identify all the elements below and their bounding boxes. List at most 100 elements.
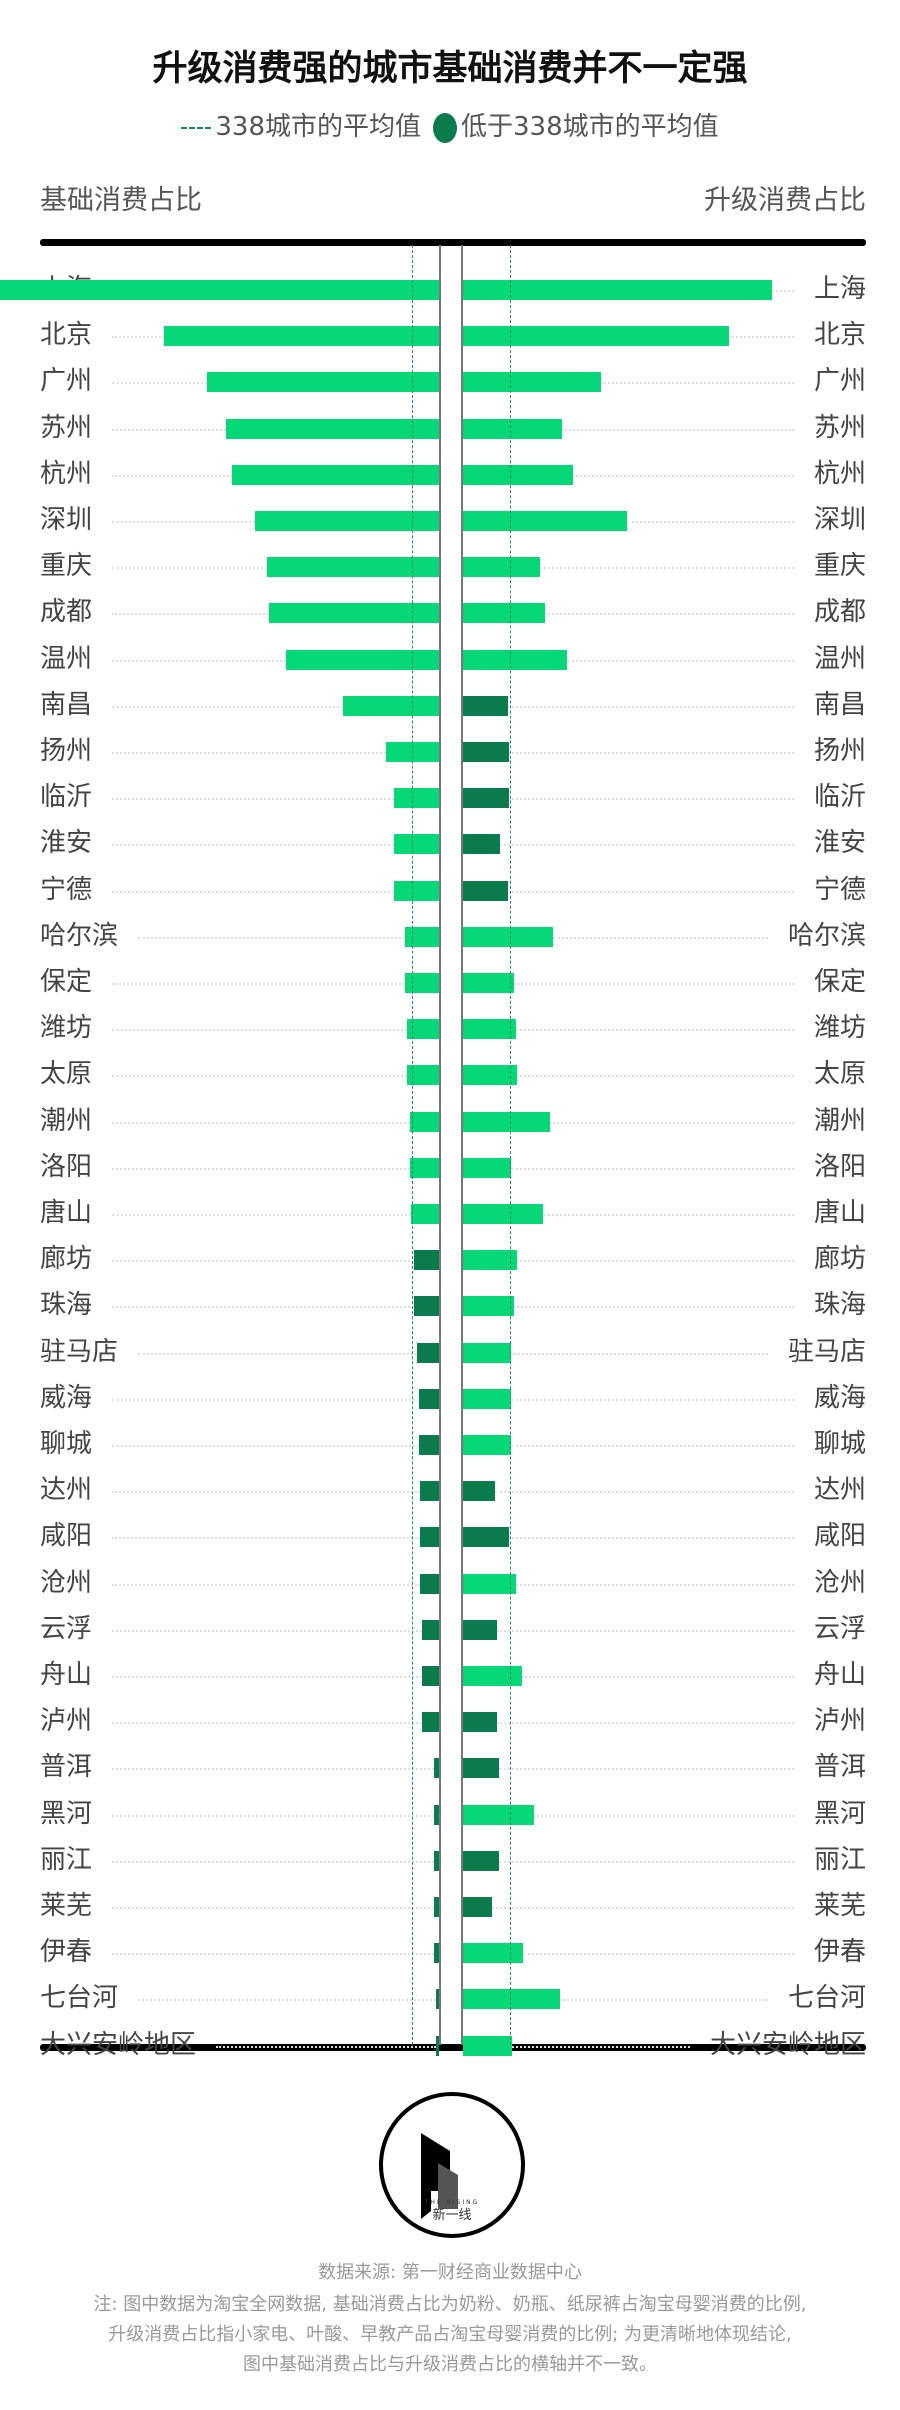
bar-upgrade <box>463 1619 497 1640</box>
bar-basic <box>406 1019 439 1040</box>
leader-right <box>626 521 794 523</box>
leader-right <box>507 890 794 893</box>
leader-left <box>112 1398 419 1401</box>
city-label-left: 七台河 <box>40 1983 119 2014</box>
note-line-3: 图中基础消费占比与升级消费占比的横轴并不一致。 <box>243 2354 657 2375</box>
leader-right <box>509 1537 794 1540</box>
leader-right <box>509 798 794 801</box>
bar-basic <box>421 1712 439 1733</box>
bottom-rule <box>40 2044 866 2051</box>
bar-upgrade <box>463 2035 513 2056</box>
city-label-right: 重庆 <box>813 551 866 582</box>
city-label-left: 温州 <box>40 643 93 674</box>
bar-basic <box>404 926 439 947</box>
bar-basic <box>394 880 439 901</box>
bar-upgrade <box>463 1296 515 1317</box>
city-label-left: 云浮 <box>40 1613 93 1644</box>
city-label-right: 北京 <box>813 320 866 351</box>
bar-upgrade <box>463 1342 511 1363</box>
city-label-right: 驻马店 <box>787 1336 866 1367</box>
bar-upgrade <box>463 973 515 993</box>
leader-right <box>561 428 794 431</box>
top-rule <box>40 239 866 246</box>
leader-right <box>492 1907 794 1909</box>
leader-right <box>728 336 794 339</box>
data-source: 数据来源: 第一财经商业数据中心 <box>318 2262 582 2283</box>
right-axis-line <box>461 245 463 2045</box>
left-axis-line <box>439 245 441 2045</box>
leader-right <box>495 1491 794 1494</box>
right-axis-label: 升级消费占比 <box>704 185 866 216</box>
leader-right <box>515 1029 794 1032</box>
leader-left <box>112 1860 435 1863</box>
city-label-left: 潍坊 <box>40 1013 93 1044</box>
leader-left <box>112 1537 421 1540</box>
leader-right <box>512 2045 690 2048</box>
legend-below-average: 低于338城市的平均值 <box>461 112 719 142</box>
bar-basic <box>207 372 439 393</box>
city-label-left: 苏州 <box>40 412 93 443</box>
leader-left <box>112 1121 410 1124</box>
city-label-left: 北京 <box>40 320 93 351</box>
leader-left <box>112 1260 415 1263</box>
city-label-right: 洛阳 <box>813 1151 866 1182</box>
upgrade-average-line <box>509 245 511 2045</box>
bar-basic <box>420 1573 439 1594</box>
bar-basic <box>434 1943 439 1964</box>
city-label-right: 莱芜 <box>813 1891 866 1921</box>
leader-left <box>112 1075 407 1078</box>
city-label-left: 大兴安岭地区 <box>40 2029 197 2060</box>
bar-basic <box>285 649 439 670</box>
bar-upgrade <box>463 1065 518 1086</box>
legend: 338城市的平均值 低于338城市的平均值 <box>0 106 900 143</box>
leader-left <box>112 1768 435 1771</box>
bar-basic <box>163 326 439 347</box>
leader-left <box>112 752 387 754</box>
city-label-left: 洛阳 <box>40 1151 93 1182</box>
note-line-2: 升级消费占比指小家电、叶酸、早教产品占淘宝母婴消费的比例; 为更清晰地体现结论, <box>108 2324 792 2345</box>
bar-basic <box>418 1388 439 1409</box>
city-label-left: 哈尔滨 <box>40 920 119 951</box>
leader-left <box>112 1445 419 1447</box>
leader-right <box>540 567 794 570</box>
bar-upgrade <box>463 1250 518 1271</box>
city-label-left: 沧州 <box>40 1567 93 1598</box>
leader-left <box>112 474 232 477</box>
bar-upgrade <box>463 1157 511 1178</box>
leader-left <box>112 1583 421 1586</box>
leader-right <box>510 1167 794 1170</box>
bar-upgrade <box>463 788 510 809</box>
city-label-right: 潮州 <box>813 1105 866 1136</box>
city-label-left: 成都 <box>40 597 93 628</box>
city-label-right: 伊春 <box>813 1937 866 1968</box>
leader-right <box>772 290 794 292</box>
leader-left <box>112 382 208 385</box>
leader-left <box>112 890 395 893</box>
city-label-left: 泸州 <box>40 1706 93 1737</box>
city-label-right: 南昌 <box>813 689 866 720</box>
leader-right <box>523 1953 794 1956</box>
city-label-left: 临沂 <box>40 782 93 813</box>
leader-left <box>112 1814 435 1817</box>
bar-upgrade <box>463 1435 511 1455</box>
bar-upgrade <box>463 280 773 300</box>
bar-upgrade <box>463 1388 511 1409</box>
city-label-left: 保定 <box>40 967 93 997</box>
logo: THE RISING 新一线 <box>378 2091 526 2239</box>
leader-left <box>112 1491 421 1494</box>
leader-left <box>112 1953 435 1956</box>
city-label-right: 上海 <box>813 274 866 304</box>
bar-basic <box>418 1435 439 1455</box>
bar-basic <box>411 1204 439 1224</box>
leader-right <box>534 1814 794 1817</box>
bar-upgrade <box>463 326 729 347</box>
svg-text:新一线: 新一线 <box>432 2207 471 2223</box>
city-label-right: 杭州 <box>813 458 866 489</box>
leader-left <box>112 1214 412 1216</box>
city-label-right: 潍坊 <box>813 1013 866 1044</box>
city-label-right: 苏州 <box>813 412 866 443</box>
leader-right <box>509 752 794 754</box>
leader-right <box>510 1352 768 1355</box>
leader-right <box>510 1445 794 1447</box>
leader-left <box>112 428 226 431</box>
